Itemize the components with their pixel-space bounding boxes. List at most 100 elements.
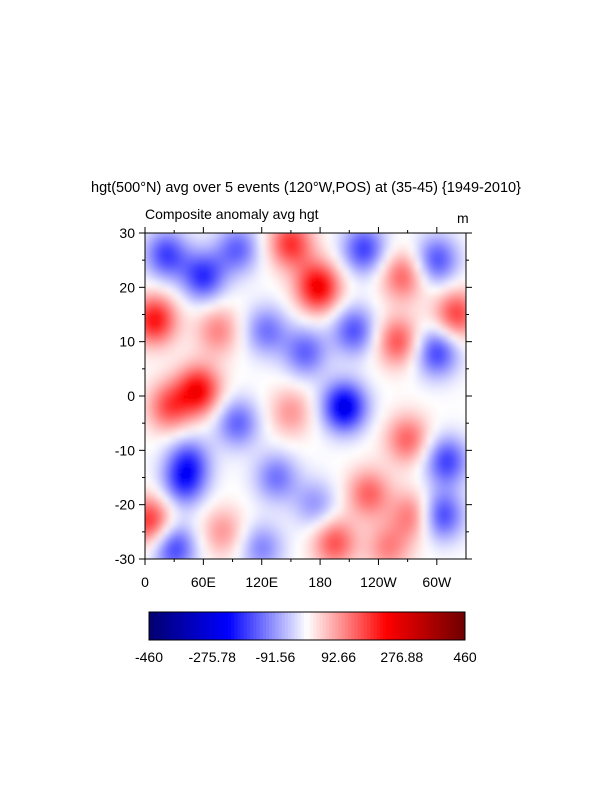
field-cell xyxy=(409,551,416,558)
field-cell xyxy=(415,497,422,504)
field-cell xyxy=(367,305,374,312)
field-cell xyxy=(217,299,224,306)
field-cell xyxy=(415,479,422,486)
field-cell xyxy=(325,299,332,306)
field-cell xyxy=(313,389,320,396)
field-cell xyxy=(205,317,212,324)
field-cell xyxy=(271,551,278,558)
field-cell xyxy=(463,263,466,270)
field-cell xyxy=(157,449,164,456)
field-cell xyxy=(469,365,476,372)
field-cell xyxy=(301,497,308,504)
field-cell xyxy=(367,269,374,276)
field-cell xyxy=(175,449,182,456)
field-cell xyxy=(343,545,350,552)
field-cell xyxy=(421,389,428,396)
field-cell xyxy=(313,401,320,408)
field-cell xyxy=(325,311,332,318)
field-cell xyxy=(451,353,458,360)
field-cell xyxy=(391,347,398,354)
field-cell xyxy=(427,371,434,378)
colorbar-box xyxy=(221,612,226,640)
field-cell xyxy=(241,347,248,354)
field-cell xyxy=(433,467,440,474)
field-cell xyxy=(157,359,164,366)
field-cell xyxy=(265,401,272,408)
field-cell xyxy=(295,371,302,378)
field-cell xyxy=(313,431,320,438)
field-cell xyxy=(295,443,302,450)
field-cell xyxy=(415,407,422,414)
field-cell xyxy=(373,341,380,348)
field-cell xyxy=(439,293,446,300)
field-cell xyxy=(391,245,398,252)
field-cell xyxy=(301,293,308,300)
field-cell xyxy=(301,455,308,462)
field-cell xyxy=(337,275,344,282)
field-cell xyxy=(451,377,458,384)
field-cell xyxy=(313,545,320,552)
field-cell xyxy=(229,257,236,264)
field-cell xyxy=(307,497,314,504)
field-cell xyxy=(247,341,254,348)
field-cell xyxy=(265,533,272,540)
field-cell xyxy=(451,461,458,468)
field-cell xyxy=(349,479,356,486)
colorbar-box xyxy=(281,612,286,640)
field-cell xyxy=(187,533,194,540)
field-cell xyxy=(283,503,290,510)
field-cell xyxy=(253,305,260,312)
field-cell xyxy=(145,401,152,408)
field-cell xyxy=(391,377,398,384)
field-cell xyxy=(415,533,422,540)
field-cell xyxy=(169,401,176,408)
field-cell xyxy=(433,383,440,390)
field-cell xyxy=(235,275,242,282)
field-cell xyxy=(313,335,320,342)
field-cell xyxy=(349,257,356,264)
field-cell xyxy=(409,479,416,486)
field-cell xyxy=(229,251,236,258)
field-cell xyxy=(283,401,290,408)
field-cell xyxy=(277,425,284,432)
field-cell xyxy=(415,461,422,468)
field-cell xyxy=(199,443,206,450)
field-cell xyxy=(217,557,224,559)
anomaly-field xyxy=(145,233,476,570)
field-cell xyxy=(229,425,236,432)
field-cell xyxy=(253,485,260,492)
field-cell xyxy=(379,233,386,240)
field-cell xyxy=(175,293,182,300)
field-cell xyxy=(379,533,386,540)
field-cell xyxy=(223,509,230,516)
field-cell xyxy=(295,395,302,402)
field-cell xyxy=(181,269,188,276)
field-cell xyxy=(199,449,206,456)
field-cell xyxy=(187,407,194,414)
colorbar-box xyxy=(152,612,156,640)
field-cell xyxy=(169,353,176,360)
field-cell xyxy=(439,503,446,510)
field-cell xyxy=(313,473,320,480)
field-cell xyxy=(421,467,428,474)
field-cell xyxy=(193,557,200,559)
field-cell xyxy=(163,281,170,288)
field-cell xyxy=(205,341,212,348)
field-cell xyxy=(241,323,248,330)
field-cell xyxy=(445,497,452,504)
field-cell xyxy=(157,341,164,348)
field-cell xyxy=(217,323,224,330)
field-cell xyxy=(235,293,242,300)
field-cell xyxy=(235,443,242,450)
field-cell xyxy=(379,545,386,552)
field-cell xyxy=(379,305,386,312)
field-cell xyxy=(367,533,374,540)
field-cell xyxy=(331,401,338,408)
field-cell xyxy=(421,299,428,306)
field-cell xyxy=(469,239,476,246)
field-cell xyxy=(379,395,386,402)
field-cell xyxy=(343,563,350,570)
field-cell xyxy=(151,317,158,324)
field-cell xyxy=(463,509,466,516)
field-cell xyxy=(319,479,326,486)
